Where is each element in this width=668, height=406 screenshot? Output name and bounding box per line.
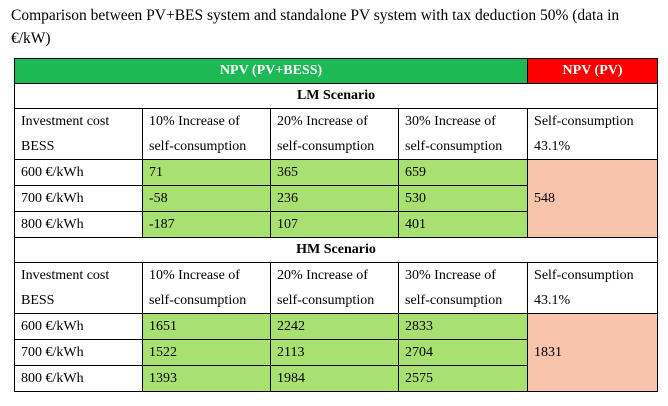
- increase-10-header: 10% Increase of self-consumption: [142, 108, 271, 160]
- npv-value-cell: 530: [397, 185, 529, 212]
- npv-value-cell: 236: [270, 185, 399, 212]
- investment-cost-cell: 600 €/kWh: [14, 159, 143, 186]
- npv-value-cell: 1984: [270, 365, 399, 392]
- npv-value-cell: -58: [142, 185, 271, 212]
- npv-pv-value-cell: 548: [527, 159, 659, 238]
- increase-20-header: 20% Increase of self-consumption: [270, 262, 399, 314]
- investment-cost-cell: 700 €/kWh: [14, 339, 143, 366]
- hm-scenario-title: HM Scenario: [13, 237, 659, 263]
- npv-value-cell: 401: [397, 211, 529, 238]
- increase-20-header: 20% Increase of self-consumption: [270, 108, 399, 160]
- scenario-title-row: LM Scenario: [13, 83, 659, 109]
- table-row: 800 €/kWh 1393 1984 2575: [14, 365, 658, 392]
- table-row: 600 €/kWh 1651 2242 2833 1831: [14, 313, 659, 392]
- table-row: 600 €/kWh 71 365 659 548: [14, 159, 659, 238]
- investment-cost-cell: 700 €/kWh: [14, 185, 143, 212]
- npv-pv-header: NPV (PV): [527, 58, 659, 84]
- npv-comparison-table: NPV (PV+BESS) NPV (PV) LM Scenario Inves…: [13, 58, 659, 392]
- column-header-row: Investment cost BESS 10% Increase of self-…: [14, 262, 659, 314]
- table-caption: Comparison between PV+BES system and sta…: [11, 7, 620, 47]
- increase-30-header: 30% Increase of self-consumption: [397, 262, 529, 314]
- npv-value-cell: 2242: [270, 313, 399, 340]
- npv-value-cell: 2113: [270, 339, 399, 366]
- increase-30-header: 30% Increase of self-consumption: [397, 108, 529, 160]
- npv-pv-value-cell: 1831: [527, 313, 659, 392]
- investment-cost-cell: 800 €/kWh: [14, 211, 143, 238]
- investment-cost-cell: 800 €/kWh: [14, 365, 143, 392]
- self-consumption-header: Self-consumption 43.1%: [527, 262, 659, 314]
- npv-value-cell: 1393: [142, 365, 271, 392]
- npv-value-cell: 2704: [397, 339, 529, 366]
- scenario-title-row: HM Scenario: [13, 237, 659, 263]
- investment-cost-cell: 600 €/kWh: [14, 313, 143, 340]
- table-row: 700 €/kWh 1522 2113 2704: [14, 339, 658, 366]
- npv-value-cell: -187: [142, 211, 271, 238]
- column-header-row: Investment cost BESS 10% Increase of self-…: [14, 108, 659, 160]
- table-row: 700 €/kWh -58 236 530: [14, 185, 658, 212]
- npv-value-cell: 2833: [397, 313, 529, 340]
- npv-value-cell: 365: [270, 159, 399, 186]
- npv-pv-bess-header: NPV (PV+BESS): [13, 58, 529, 84]
- npv-value-cell: 71: [142, 159, 271, 186]
- table-header-row: NPV (PV+BESS) NPV (PV): [13, 58, 659, 84]
- self-consumption-header: Self-consumption 43.1%: [527, 108, 659, 160]
- npv-value-cell: 659: [397, 159, 529, 186]
- investment-cost-header: Investment cost BESS: [14, 262, 143, 314]
- investment-cost-header: Investment cost BESS: [14, 108, 143, 160]
- npv-value-cell: 1522: [142, 339, 271, 366]
- npv-value-cell: 107: [270, 211, 399, 238]
- lm-scenario-title: LM Scenario: [13, 83, 659, 109]
- npv-value-cell: 2575: [397, 365, 529, 392]
- npv-value-cell: 1651: [142, 313, 271, 340]
- increase-10-header: 10% Increase of self-consumption: [142, 262, 271, 314]
- table-row: 800 €/kWh -187 107 401: [14, 211, 658, 238]
